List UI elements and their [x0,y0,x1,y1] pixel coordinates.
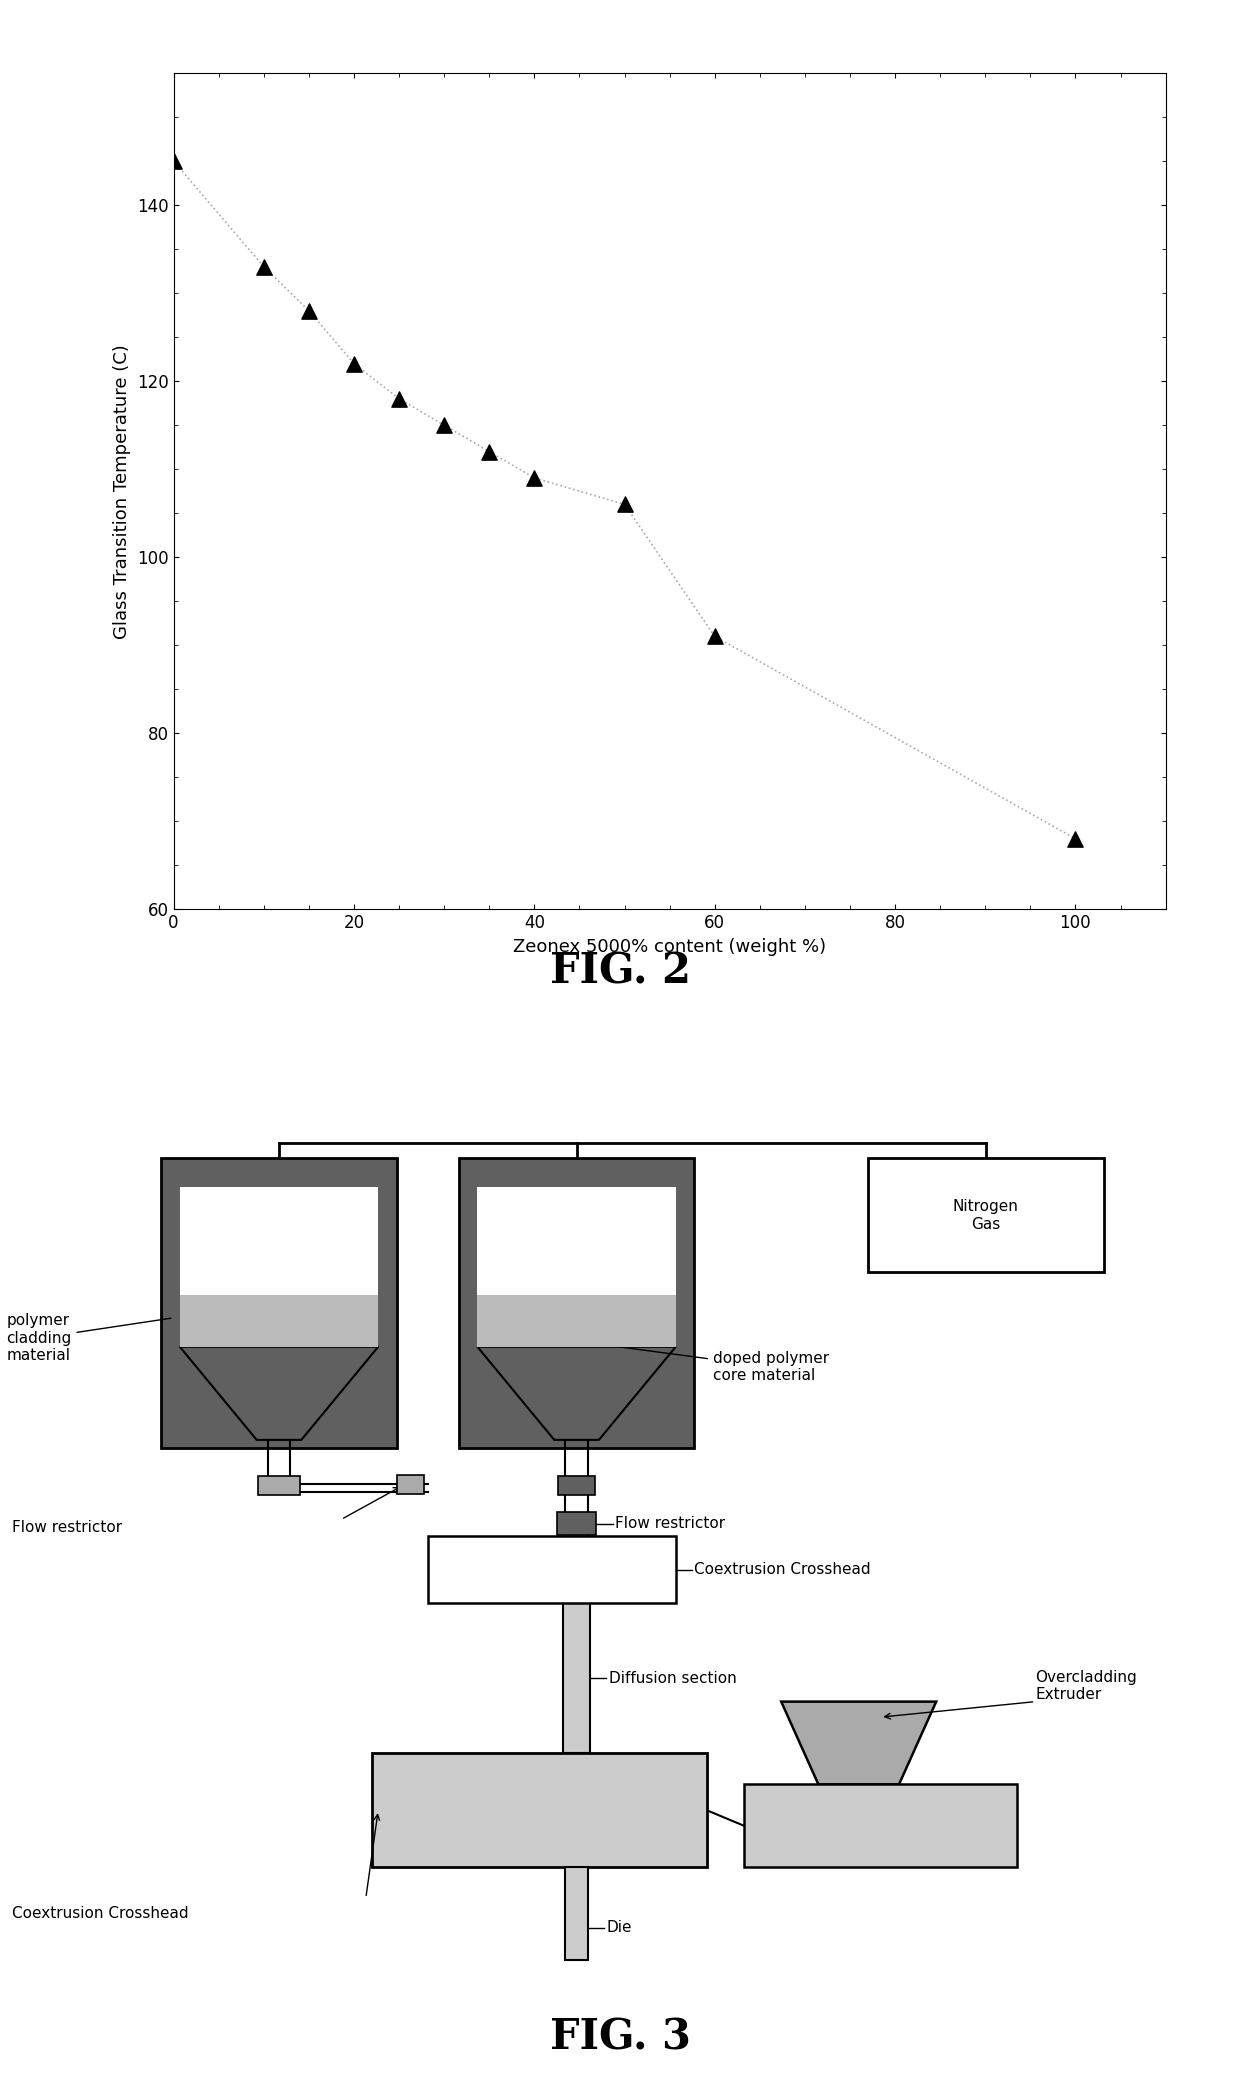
Bar [459,1158,694,1448]
Point [615,487,635,520]
Text: FIG. 2: FIG. 2 [549,951,691,993]
Bar [428,1536,676,1603]
Bar [258,1476,300,1494]
Text: Die: Die [606,1921,632,1935]
Point [480,435,500,468]
Y-axis label: Glass Transition Temperature (C): Glass Transition Temperature (C) [113,343,131,640]
Point [1065,821,1085,855]
Bar [565,1866,588,1960]
Bar [161,1158,397,1448]
Bar [563,1603,590,1754]
Text: Coextrusion Crosshead: Coextrusion Crosshead [694,1561,870,1578]
Point [164,144,184,178]
Polygon shape [477,1346,676,1440]
Text: Flow restrictor: Flow restrictor [12,1519,123,1536]
X-axis label: Zeonex 5000% content (weight %): Zeonex 5000% content (weight %) [513,938,826,955]
Point [434,408,454,441]
Bar [372,1754,707,1866]
Point [525,462,544,495]
Text: Coextrusion Crosshead: Coextrusion Crosshead [12,1906,188,1921]
Bar [557,1513,596,1534]
Text: FIG. 3: FIG. 3 [549,2017,691,2059]
Bar [477,1187,676,1346]
Text: Overcladding
Extruder: Overcladding Extruder [1035,1670,1137,1703]
Polygon shape [781,1701,936,1785]
Bar [397,1476,424,1494]
Point [299,295,319,328]
Polygon shape [180,1346,378,1440]
Point [704,619,724,652]
Point [343,347,363,380]
Bar [558,1476,595,1494]
Point [389,382,409,416]
Point [254,251,274,284]
Bar [744,1785,1017,1866]
Text: Flow restrictor: Flow restrictor [615,1515,725,1532]
Text: polymer
cladding
material: polymer cladding material [6,1313,171,1363]
Bar [180,1187,378,1346]
Text: doped polymer
core material: doped polymer core material [557,1336,830,1384]
Bar [477,1294,676,1346]
Bar [180,1294,378,1346]
Bar [868,1158,1104,1273]
Text: Diffusion section: Diffusion section [609,1670,737,1687]
Text: Nitrogen
Gas: Nitrogen Gas [952,1200,1019,1231]
